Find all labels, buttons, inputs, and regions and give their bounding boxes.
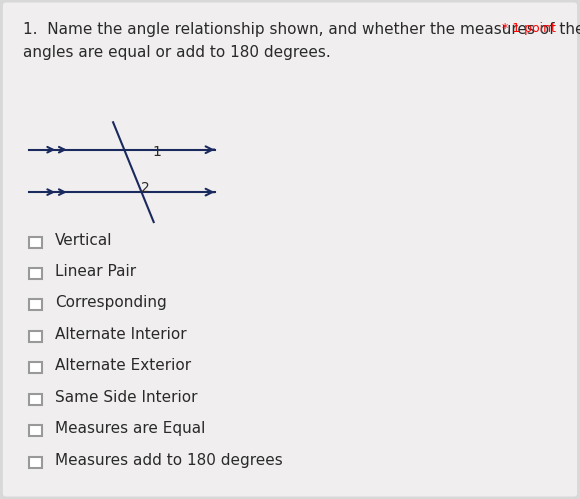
Text: Measures are Equal: Measures are Equal [55,421,205,436]
Text: 1.  Name the angle relationship shown, and whether the measures of the: 1. Name the angle relationship shown, an… [23,22,580,37]
Text: * 1 point: * 1 point [502,22,556,35]
Text: 1: 1 [153,145,161,159]
Text: Same Side Interior: Same Side Interior [55,390,198,405]
Text: Measures add to 180 degrees: Measures add to 180 degrees [55,453,283,468]
Text: Corresponding: Corresponding [55,295,167,310]
Text: Vertical: Vertical [55,233,113,248]
Bar [29,331,42,342]
Text: Alternate Exterior: Alternate Exterior [55,358,191,373]
Bar [29,237,42,248]
Bar [29,268,42,279]
Bar [29,299,42,310]
Bar [29,394,42,405]
Text: Linear Pair: Linear Pair [55,264,136,279]
Bar [29,425,42,436]
Text: 2: 2 [141,181,150,195]
Bar [29,362,42,373]
Text: angles are equal or add to 180 degrees.: angles are equal or add to 180 degrees. [23,45,331,60]
Text: Alternate Interior: Alternate Interior [55,327,187,342]
Bar [29,457,42,468]
